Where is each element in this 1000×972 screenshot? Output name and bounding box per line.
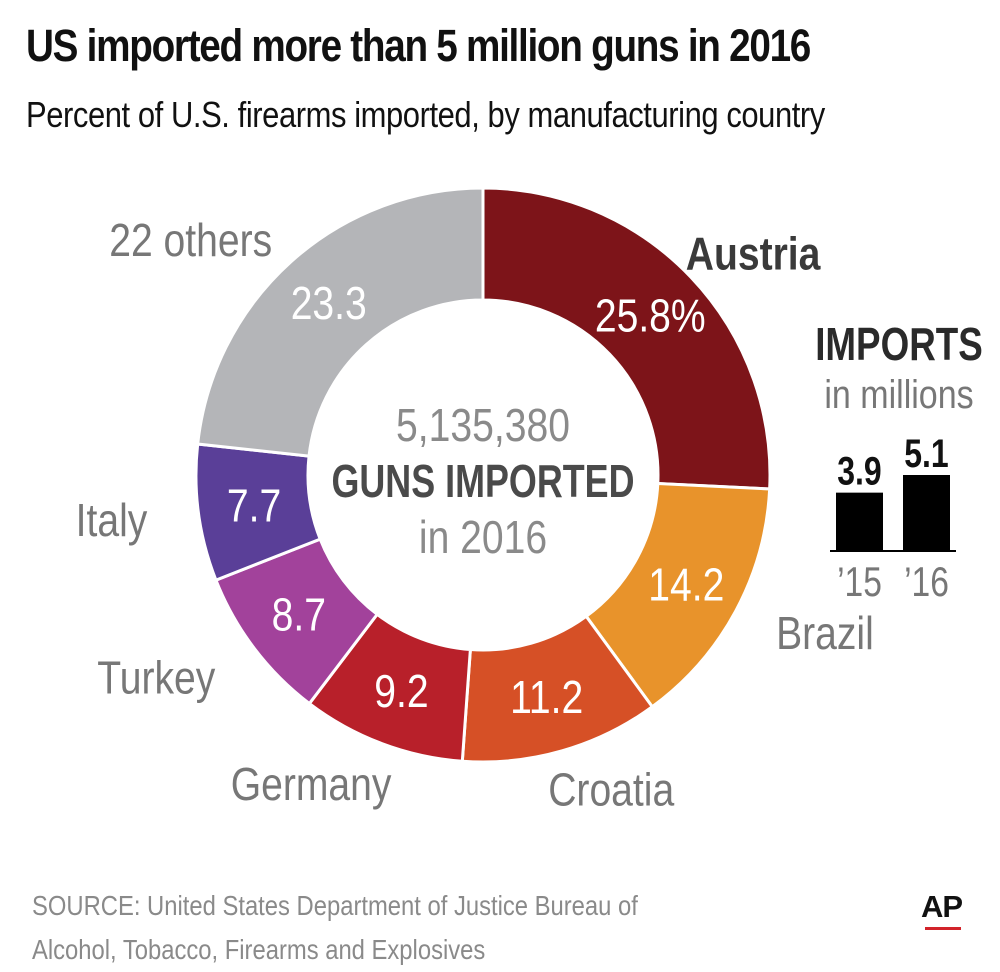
source-line-2: Alcohol, Tobacco, Firearms and Explosive…	[32, 934, 486, 965]
bar-chart-title: IMPORTS	[815, 318, 983, 370]
donut-center: 5,135,380 GUNS IMPORTED in 2016	[332, 400, 635, 564]
total-imports-count: 5,135,380	[396, 400, 570, 452]
slice-value-22-others: 23.3	[291, 278, 367, 330]
slice-label-austria: Austria	[686, 228, 821, 280]
bar-value-label: 5.1	[904, 431, 948, 476]
slice-label-turkey: Turkey	[97, 653, 216, 705]
slice-value-turkey: 8.7	[272, 590, 326, 642]
chart-subtitle: Percent of U.S. firearms imported, by ma…	[26, 94, 825, 135]
slice-value-austria: 25.8%	[595, 291, 706, 343]
slice-label-brazil: Brazil	[776, 608, 874, 660]
slice-label-italy: Italy	[76, 495, 148, 547]
bar-2015	[836, 492, 883, 550]
center-year-text: in 2016	[419, 512, 547, 564]
slice-22-others	[196, 186, 485, 458]
source-line-1: SOURCE: United States Department of Just…	[32, 890, 638, 921]
slice-value-italy: 7.7	[227, 481, 281, 533]
bar-chart-subtitle: in millions	[824, 371, 973, 416]
slice-value-germany: 9.2	[374, 666, 428, 718]
source-note: SOURCE: United States Department of Just…	[32, 884, 638, 972]
bar-category-label: ’16	[904, 560, 949, 606]
slice-label-croatia: Croatia	[548, 765, 674, 817]
bar-value-label: 3.9	[837, 448, 881, 493]
slice-label-germany: Germany	[231, 759, 392, 811]
chart-title: US imported more than 5 million guns in …	[26, 20, 811, 71]
ap-logo: AP	[921, 889, 963, 924]
bar-2016	[903, 475, 950, 550]
slice-label-22-others: 22 others	[109, 215, 272, 267]
bar-category-label: ’15	[837, 560, 882, 606]
ap-logo-underline	[925, 927, 961, 930]
donut-chart: 25.8% Austria 14.2 Brazil 11.2 Croatia 9.2 Germ…	[76, 186, 874, 817]
slice-austria	[481, 186, 772, 491]
guns-imported-label: GUNS IMPORTED	[332, 456, 635, 507]
slice-value-croatia: 11.2	[510, 672, 583, 724]
slice-value-brazil: 14.2	[648, 560, 724, 612]
